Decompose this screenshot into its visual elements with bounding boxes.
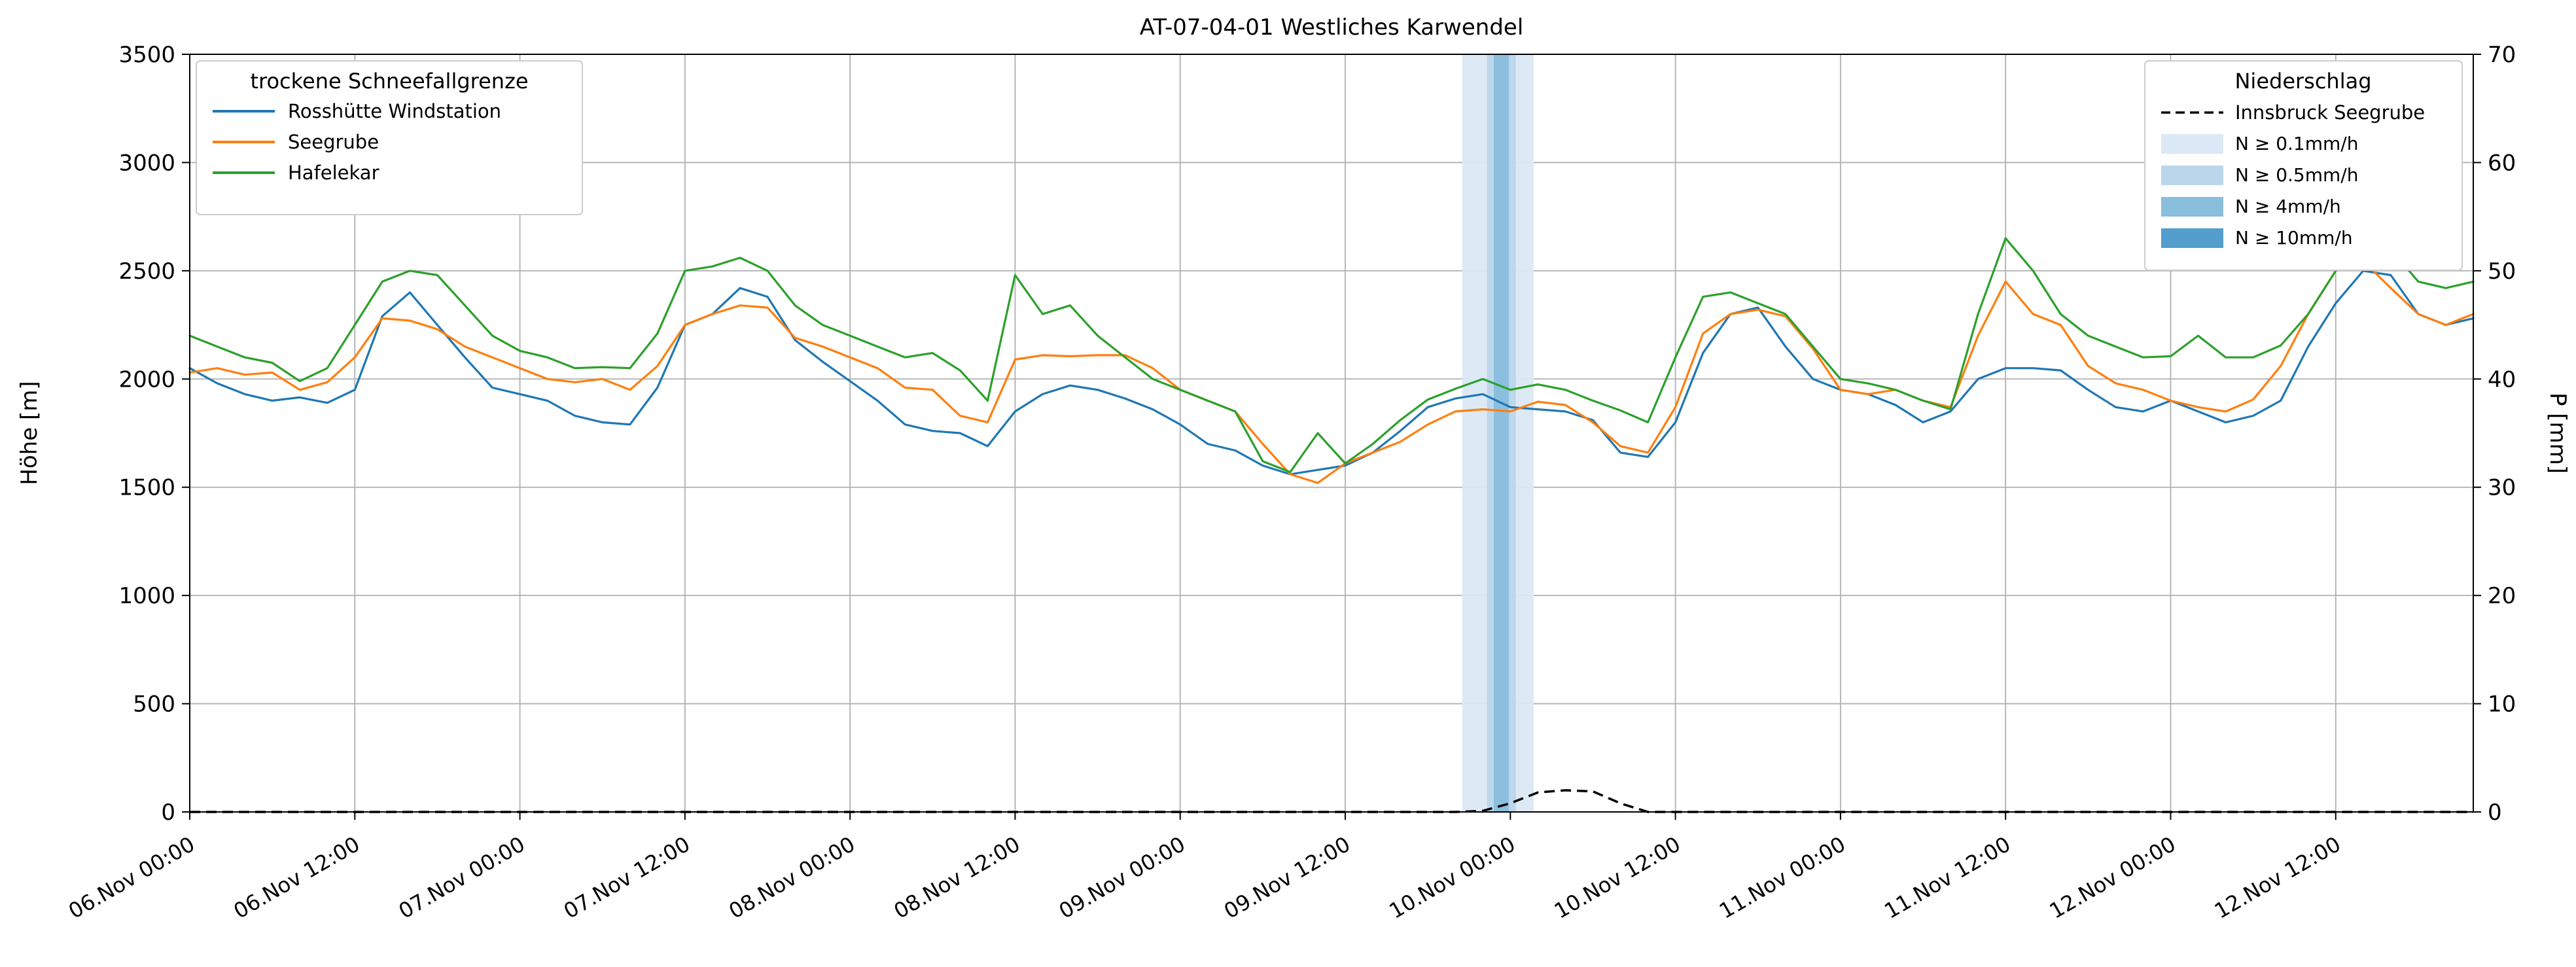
- series-line-rossh-tte-windstation: [188, 270, 2475, 476]
- axis-ticks: [182, 54, 2481, 820]
- legend-label-n-4mm-h: N ≥ 4mm/h: [2235, 196, 2341, 217]
- precip-line-innsbruck-seegrube: [190, 789, 2473, 813]
- y-tick-label-left: 2500: [118, 258, 175, 285]
- y-tick-label-right: 50: [2488, 258, 2516, 285]
- y-tick-label-left: 500: [133, 692, 175, 718]
- legend-patch-n-0-1mm-h: [2161, 134, 2223, 154]
- legend-patch-n-10mm-h: [2161, 228, 2223, 248]
- legend-label-innsbruck-seegrube: Innsbruck Seegrube: [2235, 101, 2425, 124]
- y-tick-label-left: 3500: [118, 42, 175, 68]
- legend-label-hafelekar: Hafelekar: [288, 162, 379, 184]
- series-line-seegrube: [188, 260, 2475, 484]
- chart-title: AT-07-04-01 Westliches Karwendel: [1139, 14, 1524, 41]
- y-tick-label-right: 40: [2488, 366, 2516, 393]
- legend-precip: Niederschlag Innsbruck Seegrube N ≥ 0.1mm/…: [2144, 60, 2463, 271]
- legend-snowline: trockene Schneefallgrenze Rosshütte Winds…: [196, 60, 583, 215]
- precip-band-n-4mm-h: [1494, 54, 1509, 812]
- y-tick-label-left: 1500: [118, 475, 175, 501]
- precip-bands: [1462, 54, 1534, 812]
- y-tick-label-right: 60: [2488, 150, 2516, 176]
- legend-patch-n-4mm-h: [2161, 197, 2223, 217]
- series-line-hafelekar: [188, 205, 2475, 474]
- y-axis-label-left: Höhe [m]: [16, 381, 43, 485]
- legend-label-n-0-1mm-h: N ≥ 0.1mm/h: [2235, 133, 2358, 154]
- y-tick-label-left: 2000: [118, 366, 175, 393]
- y-tick-label-left: 3000: [118, 150, 175, 176]
- legend-precip-title: Niederschlag: [2234, 69, 2371, 94]
- plot-border: [189, 54, 2474, 813]
- legend-precip-box: [2144, 60, 2463, 271]
- y-tick-label-right: 70: [2488, 42, 2516, 68]
- y-axis-label-right: P [mm]: [2545, 393, 2571, 474]
- y-tick-label-right: 0: [2488, 800, 2502, 826]
- legend-label-rossh-tte-windstation: Rosshütte Windstation: [288, 100, 501, 122]
- legend-snowline-title: trockene Schneefallgrenze: [250, 69, 528, 94]
- legend-snowline-box: [196, 60, 583, 215]
- y-tick-label-right: 20: [2488, 583, 2516, 609]
- legend-label-n-10mm-h: N ≥ 10mm/h: [2235, 227, 2353, 249]
- y-tick-label-left: 1000: [118, 583, 175, 609]
- legend-label-seegrube: Seegrube: [288, 131, 379, 153]
- y-tick-label-right: 10: [2488, 692, 2516, 718]
- legend-patch-n-0-5mm-h: [2161, 166, 2223, 185]
- y-tick-label-left: 0: [161, 800, 175, 826]
- y-tick-label-right: 30: [2488, 475, 2516, 501]
- legend-label-n-0-5mm-h: N ≥ 0.5mm/h: [2235, 164, 2358, 186]
